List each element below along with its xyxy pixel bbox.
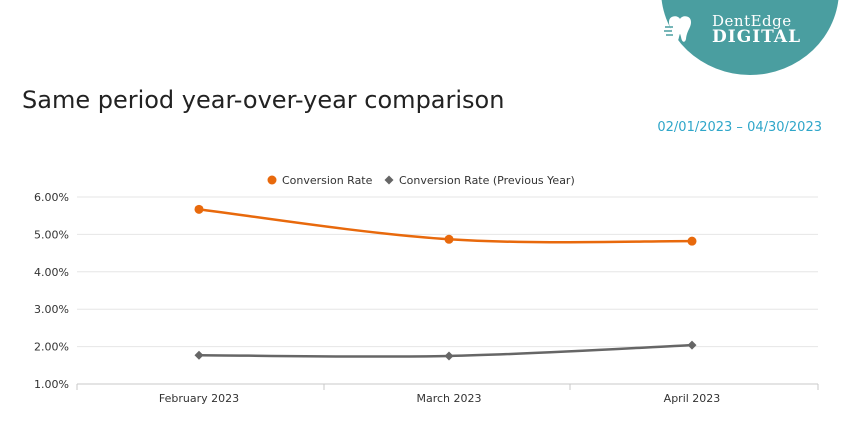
date-range: 02/01/2023 – 04/30/2023: [657, 120, 822, 135]
page-title: Same period year-over-year comparison: [22, 86, 505, 114]
y-axis-ticks: 1.00% 2.00% 3.00% 4.00% 5.00% 6.00%: [34, 191, 69, 391]
x-tick-label: March 2023: [416, 392, 481, 405]
legend-marker: [267, 175, 277, 185]
series-lines: [194, 204, 697, 361]
conversion-rate-chart: 1.00% 2.00% 3.00% 4.00% 5.00% 6.00% February …: [34, 174, 819, 405]
data-point: [194, 350, 204, 360]
y-tick-label: 5.00%: [34, 228, 69, 241]
data-point: [444, 351, 454, 361]
data-point: [444, 234, 454, 244]
legend-marker: [384, 175, 394, 185]
logo-area: DentEdge DIGITAL: [0, 0, 854, 80]
y-tick-label: 3.00%: [34, 303, 69, 316]
x-tick-label: February 2023: [159, 392, 239, 405]
y-tick-label: 4.00%: [34, 266, 69, 279]
logo-line1: DentEdge: [712, 12, 792, 30]
y-tick-label: 2.00%: [34, 341, 69, 354]
y-tick-label: 6.00%: [34, 191, 69, 204]
x-axis-ticks: February 2023 March 2023 April 2023: [76, 384, 819, 405]
data-point: [687, 236, 697, 246]
legend-label: Conversion Rate: [282, 174, 373, 187]
logo-wordmark: DentEdge DIGITAL: [712, 14, 801, 46]
logo-line2: DIGITAL: [712, 27, 802, 47]
y-tick-label: 1.00%: [34, 378, 69, 391]
chart-legend: Conversion Rate Conversion Rate (Previous…: [267, 174, 575, 187]
data-point: [687, 340, 697, 350]
x-tick-label: April 2023: [664, 392, 721, 405]
legend-label: Conversion Rate (Previous Year): [399, 174, 575, 187]
data-point: [194, 204, 204, 214]
tooth-icon: [664, 16, 691, 42]
